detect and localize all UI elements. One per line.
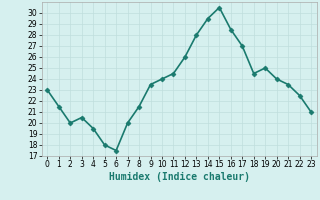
X-axis label: Humidex (Indice chaleur): Humidex (Indice chaleur) xyxy=(109,172,250,182)
